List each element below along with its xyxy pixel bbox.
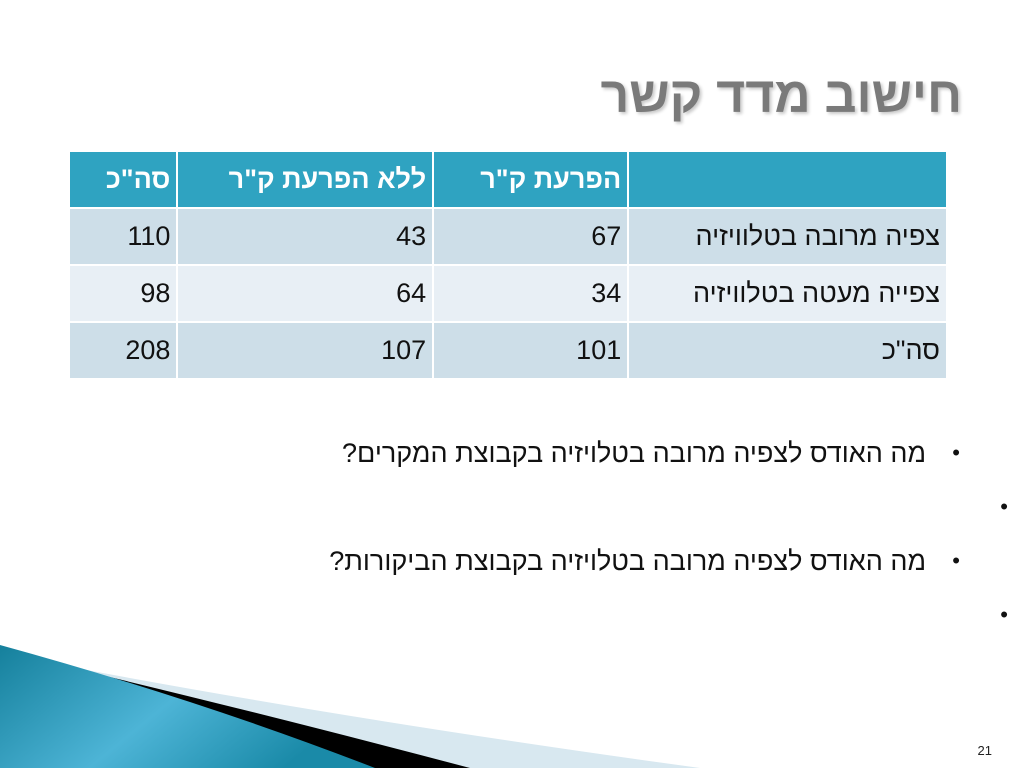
table-header-row: הפרעת ק"ר ללא הפרעת ק"ר סה"כ <box>67 150 948 209</box>
bullet-item: • מה האודס לצפיה מרובה בטלויזיה בקבוצת הב… <box>174 538 960 592</box>
table-cell: 107 <box>176 321 435 380</box>
table-cell: 110 <box>67 207 179 266</box>
slide-title: חישוב מדד קשר <box>600 67 963 123</box>
header-cell: סה"כ <box>67 150 179 209</box>
bullet-item: • <box>222 592 1008 646</box>
contingency-table: הפרעת ק"ר ללא הפרעת ק"ר סה"כ צפיה מרובה … <box>67 150 948 380</box>
table-cell: 67 <box>432 207 630 266</box>
table-cell: 208 <box>67 321 179 380</box>
table-cell: 101 <box>432 321 630 380</box>
bullet-list: • מה האודס לצפיה מרובה בטלויזיה בקבוצת המ… <box>174 430 1008 646</box>
table-cell: 98 <box>67 264 179 323</box>
header-cell: הפרעת ק"ר <box>432 150 630 209</box>
table-cell: צפיה מרובה בטלוויזיה <box>627 207 948 266</box>
table-row: צפייה מעטה בטלוויזיה 34 64 98 <box>67 264 948 323</box>
bullet-text: מה האודס לצפיה מרובה בטלויזיה בקבוצת המק… <box>342 438 926 468</box>
table-cell: 64 <box>176 264 435 323</box>
table-row: סה"כ 101 107 208 <box>67 321 948 380</box>
decorative-swoosh <box>0 645 700 768</box>
bullet-icon: • <box>1000 494 1008 519</box>
table-cell: צפייה מעטה בטלוויזיה <box>627 264 948 323</box>
header-cell: ללא הפרעת ק"ר <box>176 150 435 209</box>
table-cell: 34 <box>432 264 630 323</box>
table-cell: סה"כ <box>627 321 948 380</box>
bullet-item: • מה האודס לצפיה מרובה בטלויזיה בקבוצת המ… <box>174 430 960 484</box>
table-row: צפיה מרובה בטלוויזיה 67 43 110 <box>67 207 948 266</box>
header-cell <box>627 150 948 209</box>
bullet-icon: • <box>952 440 960 465</box>
slide-number: 21 <box>977 743 992 758</box>
bullet-icon: • <box>1000 602 1008 627</box>
bullet-text: מה האודס לצפיה מרובה בטלויזיה בקבוצת הבי… <box>329 546 926 576</box>
bullet-icon: • <box>952 548 960 573</box>
bullet-item: • <box>222 484 1008 538</box>
table-cell: 43 <box>176 207 435 266</box>
